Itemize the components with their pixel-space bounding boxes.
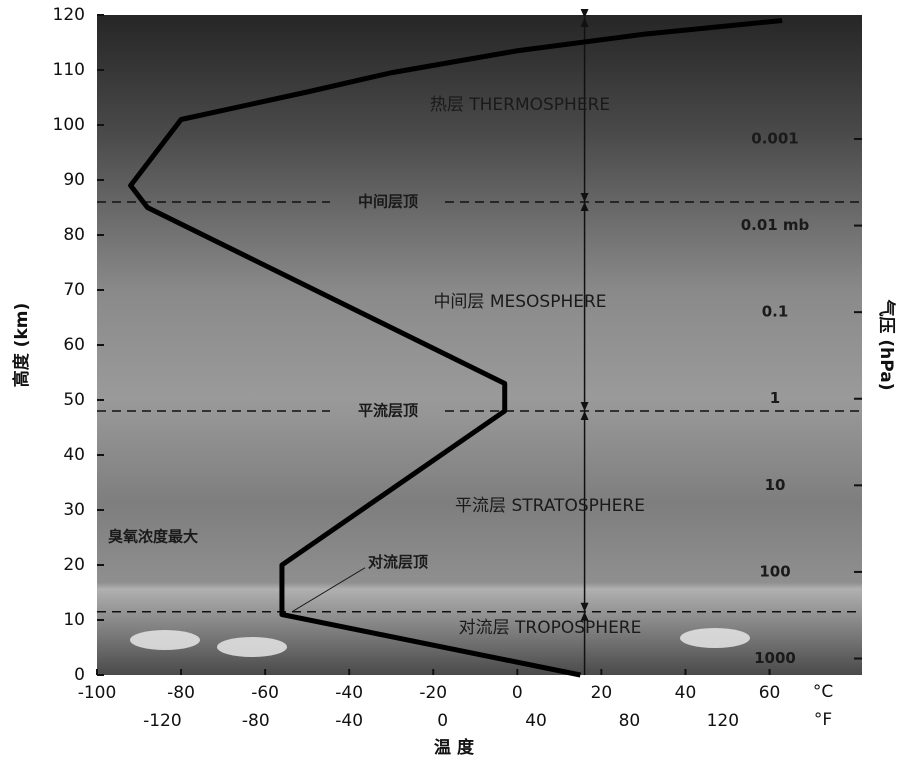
x2-tick-label: 120: [707, 711, 739, 731]
y-tick-label: 40: [63, 445, 85, 465]
x2-tick-label: 40: [525, 711, 547, 731]
x2-tick-label: -40: [335, 711, 363, 731]
x-tick-label: 60: [759, 683, 781, 703]
boundary-label: 中间层顶: [358, 193, 418, 211]
cloud: [680, 628, 750, 648]
y2-tick-label: 0.01 mb: [741, 216, 810, 234]
x-unit: °C: [813, 682, 833, 702]
y-tick-label: 110: [53, 60, 85, 80]
y-tick-label: 0: [74, 665, 85, 685]
boundary-label: 平流层顶: [358, 402, 418, 420]
x-tick-label: -80: [167, 683, 195, 703]
y-tick-label: 100: [53, 115, 85, 135]
page: {"chart_data": {"type": "line", "x": [15…: [0, 0, 903, 764]
x-axis-label: 温 度: [434, 737, 475, 758]
x-tick-label: -60: [251, 683, 279, 703]
y-tick-label: 120: [53, 5, 85, 25]
y2-tick-label: 100: [759, 562, 790, 580]
y2-axis-label: 气压 (hPa): [876, 298, 897, 390]
x-tick-label: -100: [78, 683, 117, 703]
y2-tick-label: 1000: [754, 649, 796, 667]
x2-tick-label: 80: [619, 711, 641, 731]
x-tick-label: -20: [419, 683, 447, 703]
y-tick-label: 30: [63, 500, 85, 520]
x2-tick-label: -120: [143, 711, 182, 731]
y2-tick-label: 0.1: [762, 303, 789, 321]
x-tick-label: -40: [335, 683, 363, 703]
layer-label: 中间层 MESOSPHERE: [433, 292, 606, 312]
y-tick-label: 70: [63, 280, 85, 300]
y-tick-label: 60: [63, 335, 85, 355]
layer-label: 对流层 TROPOSPHERE: [459, 618, 642, 638]
y-tick-label: 50: [63, 390, 85, 410]
x2-unit: °F: [814, 710, 832, 730]
cloud: [217, 637, 287, 657]
y-tick-label: 80: [63, 225, 85, 245]
x-tick-label: 40: [675, 683, 697, 703]
layer-label: 热层 THERMOSPHERE: [430, 95, 610, 115]
y2-tick-label: 10: [765, 476, 786, 494]
y-axis-label: 高度 (km): [11, 303, 32, 387]
boundary-label: 对流层顶: [368, 553, 428, 571]
x-tick-label: 0: [512, 683, 523, 703]
chart: 温 度 高度 (km) 气压 (hPa) °C °F 0102030405060…: [0, 0, 903, 764]
y-tick-label: 10: [63, 610, 85, 630]
annotation: 臭氧浓度最大: [108, 528, 198, 546]
y-tick-label: 90: [63, 170, 85, 190]
x2-tick-label: 0: [437, 711, 448, 731]
y2-tick-label: 0.001: [751, 129, 798, 147]
y2-tick-label: 1: [770, 389, 780, 407]
x2-tick-label: -80: [242, 711, 270, 731]
y-tick-label: 20: [63, 555, 85, 575]
cloud: [130, 630, 200, 650]
layer-label: 平流层 STRATOSPHERE: [455, 496, 645, 516]
x-tick-label: 20: [591, 683, 613, 703]
